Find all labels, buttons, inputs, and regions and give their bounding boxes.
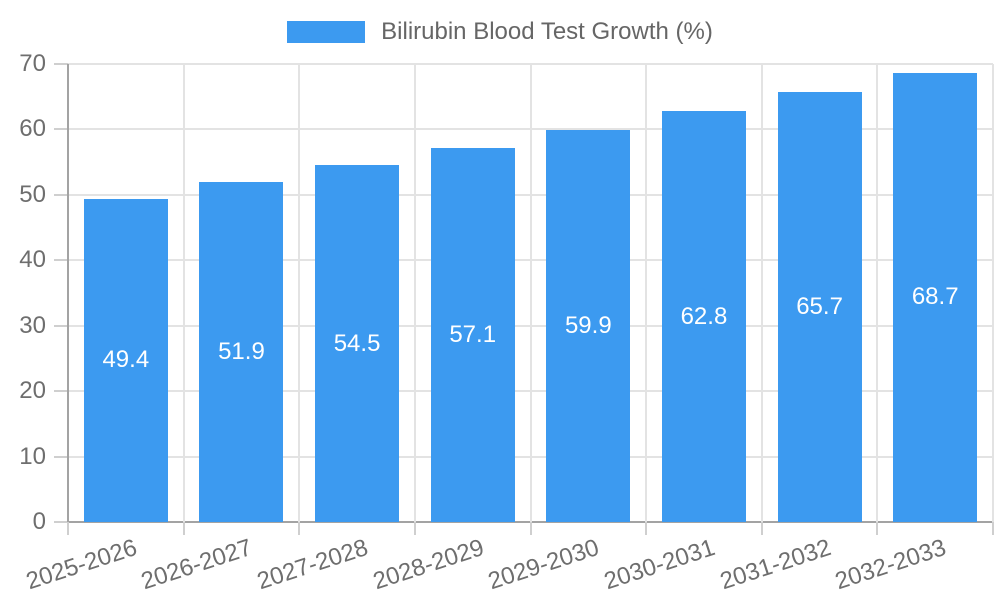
bar[interactable]: 49.4 xyxy=(83,198,168,522)
y-tick-label: 50 xyxy=(19,180,46,208)
bar[interactable]: 59.9 xyxy=(546,130,631,522)
y-tick-label: 40 xyxy=(19,246,46,274)
bar-value-label: 62.8 xyxy=(680,302,728,330)
bar[interactable]: 51.9 xyxy=(199,182,284,522)
y-tick-mark xyxy=(54,128,68,131)
bar-value-label: 65.7 xyxy=(796,293,843,321)
legend-swatch-icon xyxy=(287,21,366,43)
x-gridline xyxy=(645,64,648,522)
x-tick-mark xyxy=(876,522,879,535)
x-gridline xyxy=(529,64,532,522)
x-gridline xyxy=(182,64,185,522)
x-tick-mark xyxy=(760,522,763,535)
x-gridline xyxy=(992,64,994,522)
x-gridline xyxy=(760,64,763,522)
bar[interactable]: 57.1 xyxy=(430,148,515,522)
y-tick-label: 20 xyxy=(19,377,46,405)
y-tick-label: 30 xyxy=(19,311,46,339)
x-tick-mark xyxy=(645,522,648,535)
y-tick-label: 10 xyxy=(19,442,46,470)
x-gridline xyxy=(876,64,879,522)
y-tick-mark xyxy=(54,521,68,523)
bar[interactable]: 54.5 xyxy=(315,165,400,522)
bar-value-label: 57.1 xyxy=(449,321,497,349)
legend-label: Bilirubin Blood Test Growth (%) xyxy=(381,18,713,45)
x-gridline xyxy=(298,64,301,522)
y-tick-label: 70 xyxy=(19,50,46,77)
legend-item[interactable]: Bilirubin Blood Test Growth (%) xyxy=(0,17,1000,47)
x-tick-mark xyxy=(298,522,301,535)
bar-value-label: 49.4 xyxy=(102,346,150,374)
y-tick-mark xyxy=(54,193,68,196)
x-tick-mark xyxy=(67,522,69,535)
x-tick-mark xyxy=(992,522,994,535)
y-tick-mark xyxy=(54,455,68,458)
y-tick-mark xyxy=(54,63,68,65)
bar[interactable]: 65.7 xyxy=(777,92,862,522)
bar-value-label: 51.9 xyxy=(218,338,265,366)
y-tick-mark xyxy=(54,259,68,262)
x-tick-mark xyxy=(182,522,185,535)
x-tick-mark xyxy=(413,522,416,535)
y-tick-label: 60 xyxy=(19,115,46,143)
x-gridline xyxy=(413,64,416,522)
bar[interactable]: 62.8 xyxy=(661,111,746,522)
bar-value-label: 54.5 xyxy=(333,329,381,357)
bar-value-label: 68.7 xyxy=(911,283,959,311)
y-tick-label: 0 xyxy=(32,508,46,535)
x-tick-mark xyxy=(529,522,532,535)
bar-value-label: 59.9 xyxy=(564,312,612,340)
y-axis-line xyxy=(67,64,69,522)
y-tick-mark xyxy=(54,324,68,327)
bar[interactable]: 68.7 xyxy=(893,72,978,522)
y-tick-mark xyxy=(54,390,68,393)
